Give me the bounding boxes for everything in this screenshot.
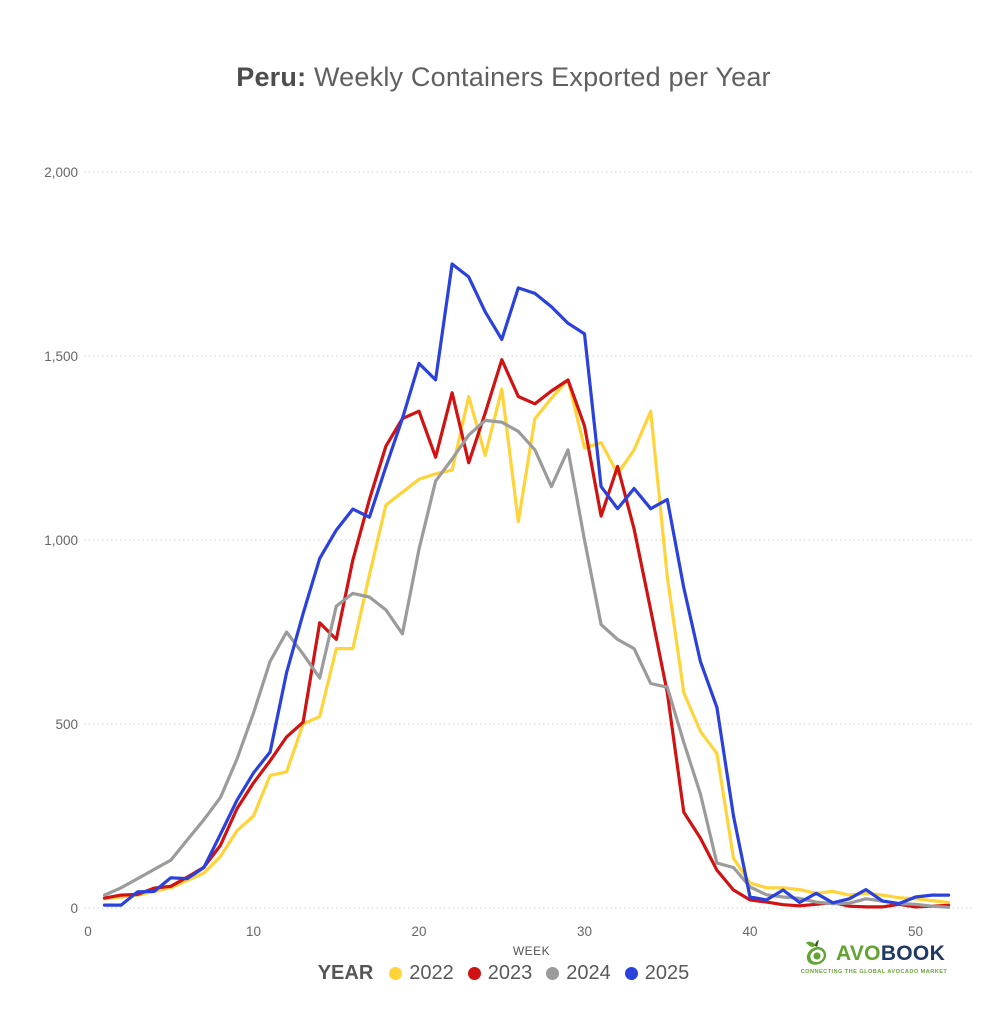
legend-label-2024: 2024 [566, 962, 611, 984]
x-tick-50: 50 [908, 924, 923, 939]
legend-title: YEAR [317, 962, 374, 984]
series-line-2022[interactable] [102, 378, 951, 905]
chart-legend: YEAR 2022 2023 2024 2025 [0, 962, 1007, 985]
y-tick-1000: 1,000 [44, 533, 78, 548]
series-line-2025[interactable] [102, 262, 951, 907]
legend-item-2024[interactable]: 2024 [546, 962, 611, 985]
x-tick-0: 0 [84, 924, 92, 939]
legend-item-2022[interactable]: 2022 [389, 962, 454, 985]
legend-dot-2023-icon [467, 967, 481, 980]
legend-dot-2024-icon [546, 967, 560, 980]
legend-label-2023: 2023 [487, 962, 533, 984]
avobook-logo: AVOBOOK CONNECTING THE GLOBAL AVOCADO MA… [799, 938, 949, 976]
y-tick-0: 0 [70, 901, 78, 916]
avobook-logo-text: AVOBOOK [836, 943, 945, 964]
x-tick-30: 30 [577, 924, 592, 939]
legend-label-2022: 2022 [409, 962, 454, 984]
legend-item-2023[interactable]: 2023 [467, 962, 533, 985]
series-line-2024[interactable] [102, 418, 951, 909]
chart-title-prefix: Peru: [236, 62, 307, 92]
y-tick-1500: 1,500 [44, 349, 78, 364]
x-tick-40: 40 [742, 924, 757, 939]
legend-item-2025[interactable]: 2025 [624, 962, 690, 985]
legend-label-2025: 2025 [644, 962, 690, 984]
logo-text-avo: AVO [835, 941, 881, 965]
y-tick-2000: 2,000 [44, 165, 78, 180]
legend-dot-2025-icon [624, 967, 638, 980]
y-tick-500: 500 [55, 717, 78, 732]
chart-title-text: Weekly Containers Exported per Year [313, 62, 771, 92]
series-line-2023[interactable] [102, 358, 951, 909]
avobook-tagline: CONNECTING THE GLOBAL AVOCADO MARKET [800, 969, 948, 975]
legend-dot-2022-icon [389, 967, 403, 980]
logo-text-book: BOOK [880, 941, 946, 965]
x-tick-20: 20 [411, 924, 426, 939]
chart-title: Peru: Weekly Containers Exported per Yea… [0, 62, 1007, 93]
avobook-avocado-icon [805, 940, 827, 965]
x-axis-title: WEEK [512, 944, 551, 958]
x-tick-10: 10 [246, 924, 261, 939]
